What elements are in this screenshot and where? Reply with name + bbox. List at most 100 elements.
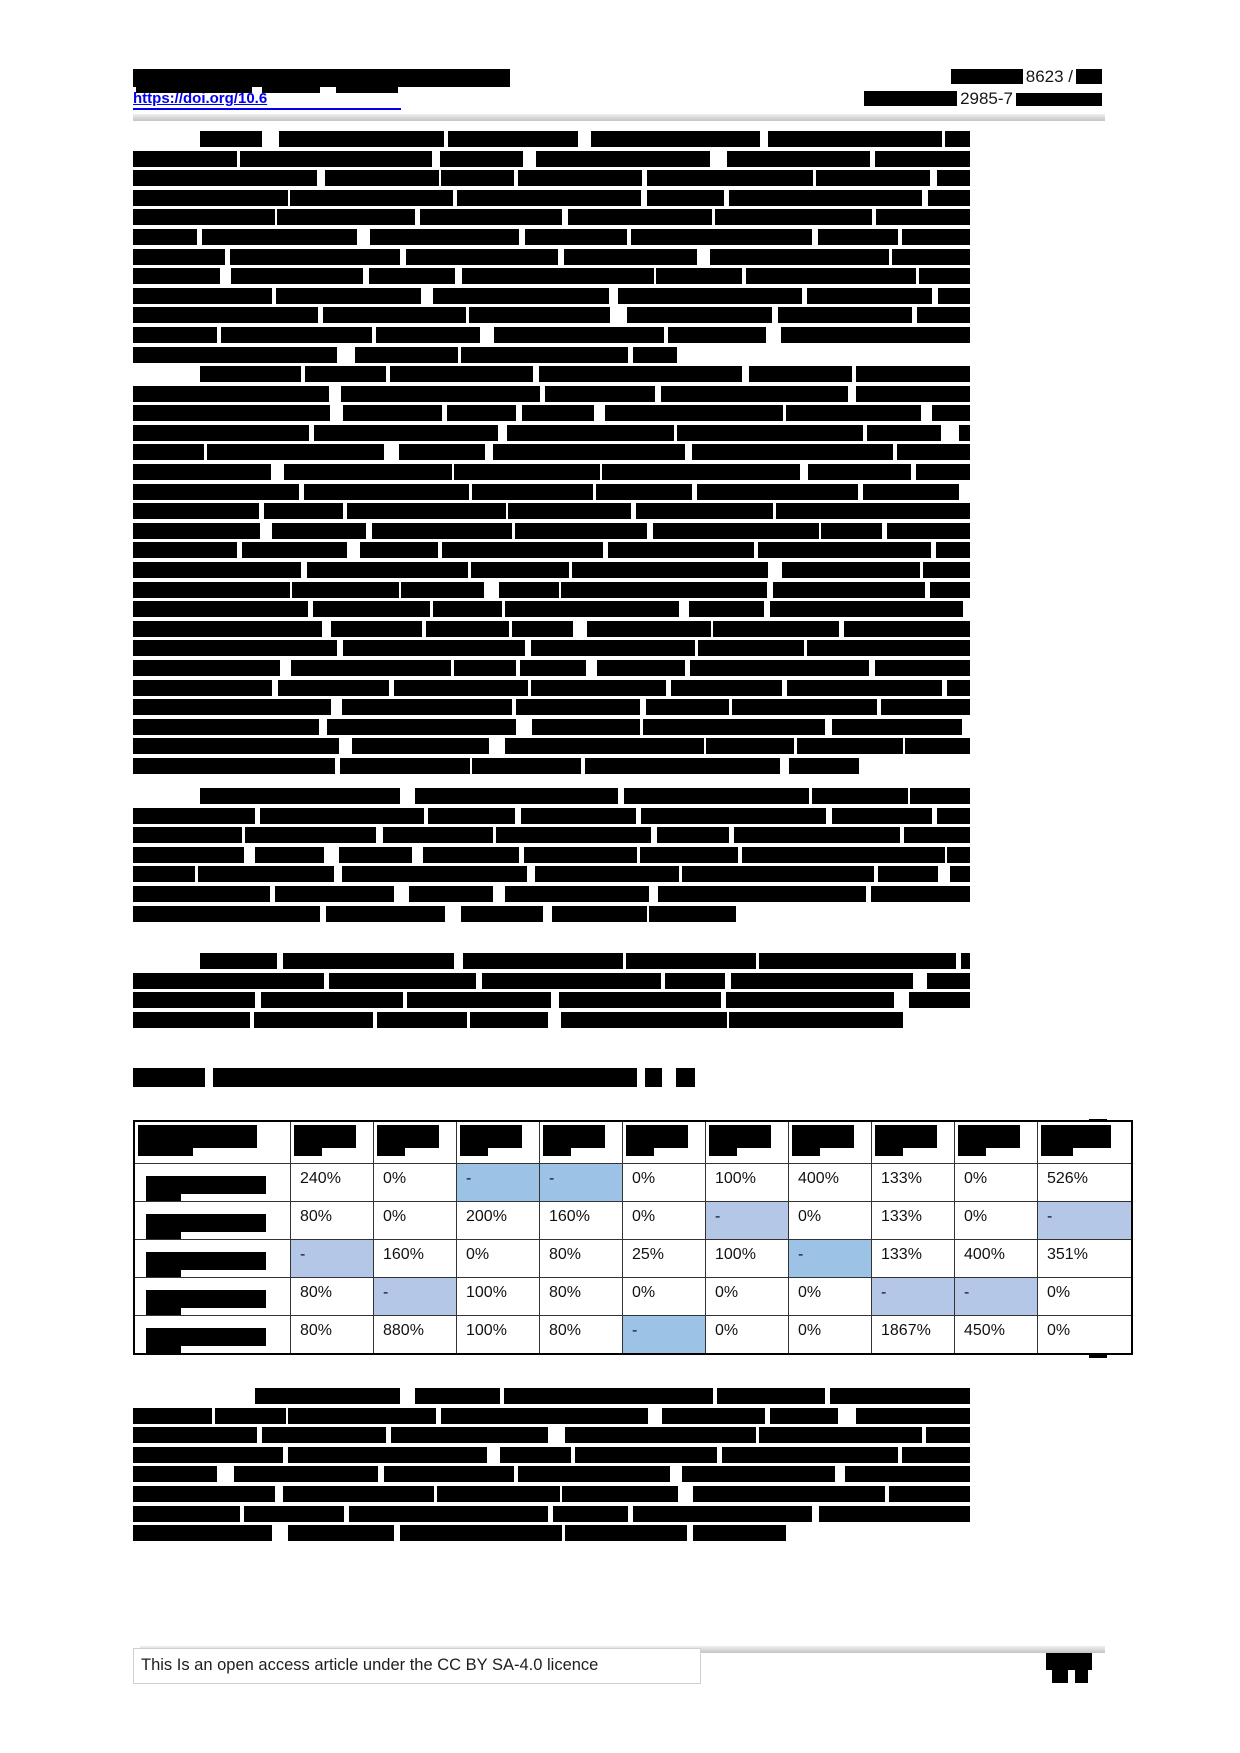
redaction-bar	[926, 972, 970, 989]
redaction-bar	[741, 846, 946, 863]
redaction-bar	[829, 1388, 970, 1404]
redaction-bar	[816, 170, 930, 187]
redaction-bar	[383, 827, 494, 844]
redaction-bar	[391, 1427, 548, 1444]
table-value-cell: 160%	[539, 1201, 623, 1240]
redaction-bar	[811, 788, 908, 804]
redaction-bar	[133, 758, 336, 774]
redaction-bar	[498, 581, 559, 598]
redaction-bar	[552, 1505, 629, 1522]
redaction-bar	[519, 660, 587, 676]
redaction-bar	[728, 189, 923, 206]
results-table: 240% 0% - -0% 100% 400% 133% 0% 526% 80% 0% 200% 160…	[133, 1120, 1133, 1355]
redaction-bar	[881, 699, 970, 716]
table-value-cell: 0%	[622, 1201, 706, 1240]
row-label-cell	[133, 1163, 291, 1202]
redaction-bar	[360, 542, 439, 559]
redaction-bar	[677, 424, 864, 441]
redaction-bar	[653, 522, 819, 539]
redaction-bar	[664, 972, 726, 989]
table-value-cell: 0%	[1037, 1315, 1133, 1355]
redaction-bar	[133, 1525, 272, 1542]
redaction-bar	[517, 1466, 671, 1483]
redaction-bar	[626, 1125, 688, 1148]
redaction-bar	[788, 758, 860, 774]
table-value-cell: 1867%	[871, 1315, 955, 1355]
redaction-bar	[733, 827, 901, 844]
redaction-bar	[325, 170, 439, 187]
redaction-bar	[200, 131, 262, 147]
table-value-cell: 100%	[456, 1315, 540, 1355]
redaction-bar	[499, 1446, 571, 1463]
redaction-bar	[949, 866, 970, 883]
redaction-bar	[200, 953, 277, 969]
redaction-bar	[874, 660, 970, 676]
redaction-bar	[133, 1446, 284, 1463]
table-value-cell: 0%	[954, 1163, 1038, 1202]
redaction-bar	[461, 346, 629, 363]
table-value-cell: 450%	[954, 1315, 1038, 1355]
table-value-cell: 0%	[705, 1315, 789, 1355]
redaction-bar	[264, 503, 343, 520]
table-value-cell: -	[1037, 1201, 1133, 1240]
redaction-bar	[633, 1505, 813, 1522]
redaction-bar	[896, 444, 970, 461]
redaction-bar	[133, 542, 238, 559]
redaction-bar	[146, 1176, 266, 1194]
redaction-bar	[648, 905, 736, 922]
redaction-bar	[368, 268, 455, 285]
redaction-bar	[961, 953, 970, 969]
redaction-bar	[336, 82, 398, 93]
redaction-bar	[746, 268, 916, 285]
redaction-bar	[494, 327, 665, 343]
redaction-bar	[482, 972, 662, 989]
redaction-bar	[937, 170, 970, 187]
redaction-bar	[950, 69, 1023, 84]
redaction-bar	[818, 1505, 970, 1522]
redaction-bar	[306, 562, 468, 578]
redaction-bar	[915, 464, 970, 480]
table-value-cell: 240%	[290, 1163, 374, 1202]
redaction-bar	[133, 248, 225, 265]
redaction-bar	[327, 718, 517, 735]
table-value-cell: 80%	[290, 1315, 374, 1355]
redaction-bar	[776, 503, 970, 520]
redaction-bar	[821, 522, 883, 539]
redaction-bar	[292, 581, 399, 598]
redaction-bar	[525, 229, 627, 245]
redaction-bar	[604, 405, 783, 422]
row-label-cell	[133, 1239, 291, 1278]
redaction-bar	[560, 581, 768, 598]
redaction-bar	[935, 542, 970, 559]
redaction-bar	[377, 1125, 439, 1148]
redaction-bar	[133, 699, 331, 716]
redaction-bar	[1046, 1652, 1092, 1670]
doi-link[interactable]: https://doi.org/10.6	[133, 90, 401, 110]
table-value-cell: 80%	[539, 1239, 623, 1278]
redaction-bar	[342, 405, 443, 422]
redaction-bar	[133, 405, 330, 422]
redaction-bar	[545, 385, 656, 402]
redaction-bar	[875, 209, 970, 226]
redaction-bar	[472, 483, 593, 500]
redaction-bar	[646, 699, 729, 716]
redaction-bar	[958, 1147, 987, 1156]
redaction-bar	[565, 1525, 688, 1542]
redaction-bar	[472, 758, 581, 774]
redaction-bar	[832, 807, 932, 824]
redaction-bar	[133, 718, 319, 735]
redaction-bar	[432, 287, 610, 304]
redaction-bar	[146, 1214, 266, 1232]
table-value-cell: 400%	[954, 1239, 1038, 1278]
redaction-bar	[133, 385, 330, 402]
table-value-cell: 160%	[373, 1239, 457, 1278]
redaction-bar	[133, 807, 255, 824]
redaction-bar	[133, 424, 309, 441]
redaction-bar	[937, 807, 970, 824]
redaction-bar	[329, 972, 477, 989]
redaction-bar	[887, 522, 970, 539]
redaction-bar	[330, 620, 422, 637]
redaction-bar	[240, 150, 433, 167]
redaction-bar	[133, 972, 325, 989]
